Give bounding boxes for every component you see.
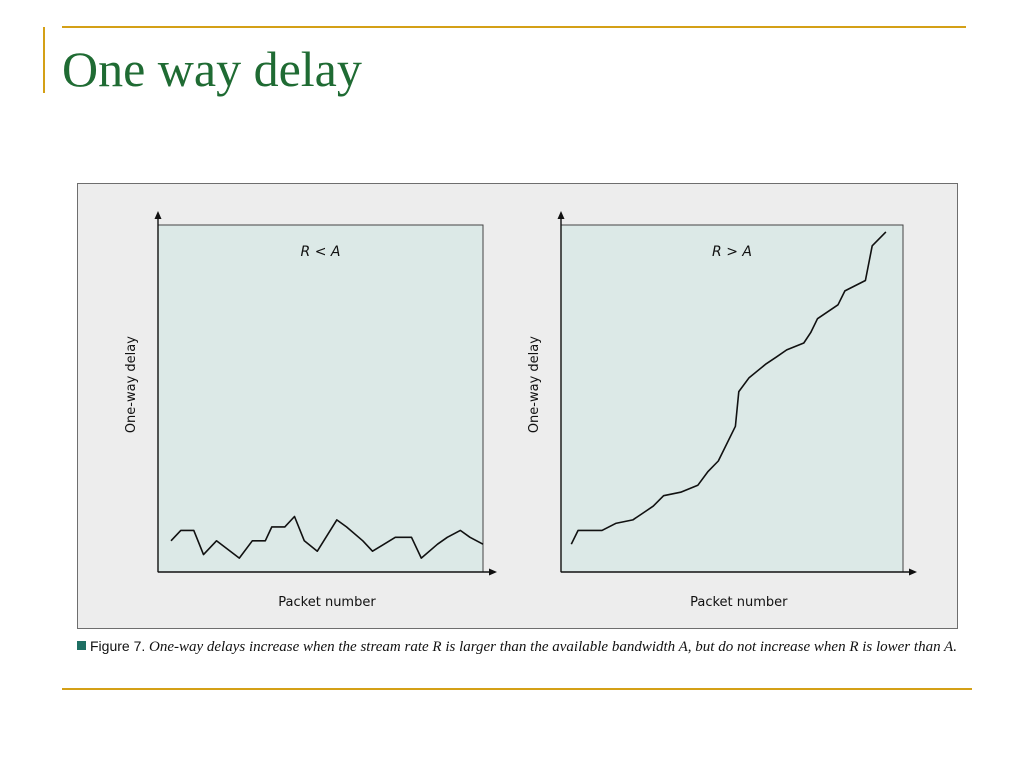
chart-title: R < A <box>301 244 341 260</box>
series-line <box>170 515 484 559</box>
y-axis-arrow-icon <box>154 211 162 219</box>
accent-bottom-rule <box>62 688 972 690</box>
x-axis-label: Packet number <box>278 595 376 610</box>
plot-area <box>560 224 904 573</box>
x-axis-label: Packet number <box>690 595 788 610</box>
slide-title: One way delay <box>62 41 362 97</box>
x-axis-arrow-icon <box>909 568 917 576</box>
series-line <box>570 231 887 545</box>
caption-label: Figure 7. <box>90 638 146 654</box>
figure-caption: Figure 7. One-way delays increase when t… <box>77 637 957 657</box>
accent-vertical-line <box>43 27 45 93</box>
x-axis-arrow-icon <box>489 568 497 576</box>
y-axis-label: One-way delay <box>527 336 542 433</box>
figure-panel: R < A Packet number One-way delay R > A Pack… <box>77 183 958 629</box>
caption-square-icon <box>77 641 86 650</box>
y-axis-arrow-icon <box>557 211 565 219</box>
caption-text: One-way delays increase when the stream … <box>149 639 957 655</box>
chart-panel-1: R < A Packet number One-way delay <box>124 211 497 610</box>
accent-top-rule <box>62 26 966 28</box>
plot-area <box>157 224 484 573</box>
y-axis-label: One-way delay <box>124 336 139 433</box>
chart-panel-2: R > A Packet number One-way delay <box>527 211 917 610</box>
chart-title: R > A <box>712 244 752 260</box>
figure-charts: R < A Packet number One-way delay R > A Pack… <box>124 211 917 610</box>
